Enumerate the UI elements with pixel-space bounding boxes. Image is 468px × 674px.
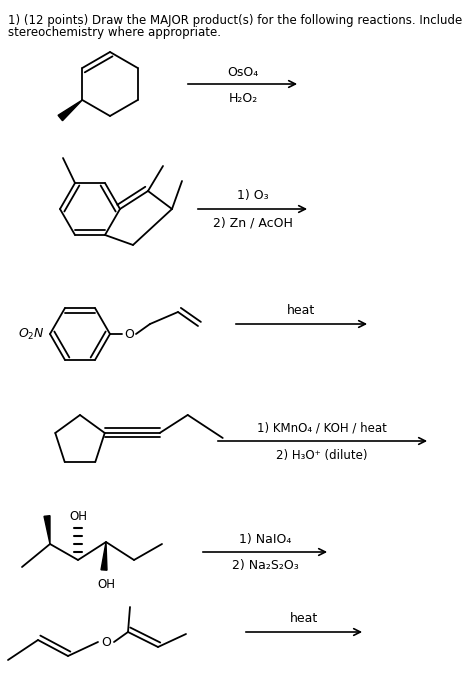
Text: 2) Na₂S₂O₃: 2) Na₂S₂O₃: [232, 559, 299, 572]
Text: O: O: [101, 636, 111, 648]
Text: 1) KMnO₄ / KOH / heat: 1) KMnO₄ / KOH / heat: [257, 421, 387, 435]
Text: 1) O₃: 1) O₃: [237, 189, 269, 202]
Text: 2) H₃O⁺ (dilute): 2) H₃O⁺ (dilute): [276, 448, 368, 462]
Text: $O_2N$: $O_2N$: [18, 326, 45, 342]
Text: OsO₄: OsO₄: [227, 65, 259, 78]
Polygon shape: [44, 516, 50, 544]
Text: 2) Zn / AcOH: 2) Zn / AcOH: [213, 216, 293, 230]
Text: stereochemistry where appropriate.: stereochemistry where appropriate.: [8, 26, 221, 39]
Text: 1) (12 points) Draw the MAJOR product(s) for the following reactions. Include: 1) (12 points) Draw the MAJOR product(s)…: [8, 14, 462, 27]
Text: H₂O₂: H₂O₂: [228, 92, 257, 104]
Text: OH: OH: [69, 510, 87, 522]
Text: 1) NaIO₄: 1) NaIO₄: [239, 532, 291, 545]
Polygon shape: [101, 542, 107, 570]
Text: OH: OH: [97, 578, 115, 590]
Text: heat: heat: [290, 613, 318, 625]
Polygon shape: [58, 100, 82, 121]
Text: heat: heat: [287, 303, 315, 317]
Text: O: O: [124, 328, 134, 340]
